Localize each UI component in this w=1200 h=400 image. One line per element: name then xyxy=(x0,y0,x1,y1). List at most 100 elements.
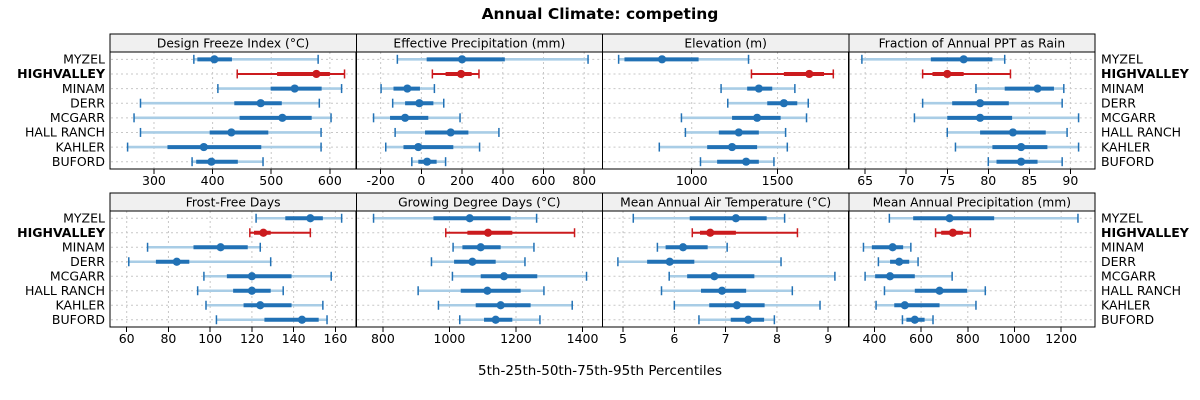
percentile-row-buford xyxy=(698,315,776,325)
strip-title: Effective Precipitation (mm) xyxy=(393,36,565,50)
percentile-row-kahler xyxy=(437,300,573,310)
station-label-right-minam: MINAM xyxy=(1101,81,1144,96)
axis-tick-label: 1000 xyxy=(676,173,708,188)
x-axis: 65 70 75 80 85 90 xyxy=(857,169,1078,188)
median-dot xyxy=(732,301,742,310)
axis-tick-label: 800 xyxy=(956,331,980,346)
median-dot xyxy=(306,214,315,223)
percentile-row-minam xyxy=(975,84,1065,94)
axis-tick-label: 600 xyxy=(318,173,342,188)
percentile-row-buford xyxy=(458,315,541,325)
median-dot xyxy=(415,99,424,108)
percentile-row-minam xyxy=(380,84,436,94)
median-dot xyxy=(476,243,485,252)
axis-tick-label: 500 xyxy=(259,173,283,188)
median-dot xyxy=(207,157,216,166)
percentile-row-highvalley xyxy=(934,228,972,238)
station-label-right-kahler: KAHLER xyxy=(1101,139,1151,154)
x-axis: 5 6 7 8 9 xyxy=(619,327,832,346)
panel-mean-annual-air-temperature-c: Mean Annual Air Temperature (°C) 5 6 7 8 9 xyxy=(601,192,850,346)
percentile-row-kahler xyxy=(205,300,324,310)
strip-title: Design Freeze Index (°C) xyxy=(157,36,309,50)
station-label-right-kahler: KAHLER xyxy=(1101,298,1151,313)
axis-tick-label: 80 xyxy=(980,173,996,188)
panel-growing-degree-days-c: Growing Degree Days (°C) 800 1000 1200 1400 xyxy=(355,192,604,346)
median-dot xyxy=(1033,84,1042,93)
median-dot xyxy=(247,272,257,281)
percentile-caption: 5th-25th-50th-75th-95th Percentiles xyxy=(478,363,722,379)
median-dot xyxy=(499,272,509,281)
percentile-row-hall-ranch xyxy=(660,286,794,296)
panel-frost-free-days: Frost-Free Days 60 80 100 120 140 160 xyxy=(109,192,357,346)
axis-tick-label: 8 xyxy=(773,331,781,346)
percentile-row-hall-ranch xyxy=(417,286,545,296)
percentile-row-hall-ranch xyxy=(196,286,284,296)
percentile-row-kahler xyxy=(875,300,977,310)
strip-title: Elevation (m) xyxy=(684,36,767,50)
axis-tick-label: 160 xyxy=(323,331,347,346)
percentile-row-hall-ranch xyxy=(139,127,322,137)
median-dot xyxy=(465,214,474,223)
station-label-left-derr: DERR xyxy=(70,95,105,110)
percentile-row-mcgarr xyxy=(913,113,1080,123)
axis-tick-label: 5 xyxy=(619,331,627,346)
station-label-left-hall-ranch: HALL RANCH xyxy=(25,283,105,298)
percentile-row-myzel xyxy=(861,54,1006,64)
station-label-right-buford: BUFORD xyxy=(1101,154,1154,169)
station-label-right-hall-ranch: HALL RANCH xyxy=(1101,283,1181,298)
strip-title: Frost-Free Days xyxy=(186,195,281,209)
station-label-left-kahler: KAHLER xyxy=(56,298,106,313)
station-label-right-derr: DERR xyxy=(1101,95,1136,110)
station-label-right-mcgarr: MCGARR xyxy=(1101,110,1156,125)
station-label-left-highvalley: HIGHVALLEY xyxy=(17,66,106,81)
median-dot xyxy=(312,69,321,79)
percentile-row-kahler xyxy=(126,142,322,152)
percentile-row-derr xyxy=(139,98,321,108)
percentile-row-hall-ranch xyxy=(394,127,500,137)
percentile-row-mcgarr xyxy=(451,271,588,281)
median-dot xyxy=(779,99,788,108)
station-label-left-myzel: MYZEL xyxy=(63,52,105,67)
x-axis: -200 0 200 400 600 800 xyxy=(366,169,596,188)
percentile-row-buford xyxy=(215,315,328,325)
axis-tick-label: 70 xyxy=(898,173,914,188)
station-label-left-derr: DERR xyxy=(70,254,105,269)
station-label-right-derr: DERR xyxy=(1101,254,1136,269)
axis-tick-label: 7 xyxy=(722,331,730,346)
median-dot xyxy=(227,128,236,137)
median-dot xyxy=(895,257,904,266)
median-dot xyxy=(297,315,307,324)
station-label-left-buford: BUFORD xyxy=(52,312,105,327)
percentile-row-minam xyxy=(656,242,728,252)
percentile-row-kahler xyxy=(954,142,1080,152)
station-label-left-buford: BUFORD xyxy=(52,154,105,169)
panel-border xyxy=(109,210,357,328)
gridlines xyxy=(603,52,848,169)
station-label-right-hall-ranch: HALL RANCH xyxy=(1101,125,1181,140)
median-dot xyxy=(483,286,492,295)
median-dot xyxy=(278,113,287,122)
panel-fraction-of-annual-ppt-as-rain: Fraction of Annual PPT as Rain 65 70 75 80 85… xyxy=(848,33,1096,188)
axis-tick-label: 9 xyxy=(824,331,832,346)
axis-tick-label: 65 xyxy=(857,173,873,188)
median-dot xyxy=(734,128,743,137)
percentile-row-buford xyxy=(699,157,775,167)
median-dot xyxy=(975,99,985,108)
axis-tick-label: 75 xyxy=(939,173,955,188)
percentile-row-buford xyxy=(987,157,1063,167)
axis-tick-label: 300 xyxy=(142,173,166,188)
gridlines xyxy=(357,211,602,327)
median-dot xyxy=(172,257,181,266)
panel-elevation-m: Elevation (m) 1000 1500 xyxy=(601,33,850,188)
axis-tick-label: 1200 xyxy=(1045,331,1077,346)
percentile-row-kahler xyxy=(673,300,821,310)
median-dot xyxy=(744,315,753,324)
station-label-left-mcgarr: MCGARR xyxy=(50,110,105,125)
gridlines xyxy=(849,52,1094,169)
percentile-row-kahler xyxy=(658,142,789,152)
strip-title: Fraction of Annual PPT as Rain xyxy=(879,36,1066,50)
axis-tick-label: 100 xyxy=(198,331,222,346)
